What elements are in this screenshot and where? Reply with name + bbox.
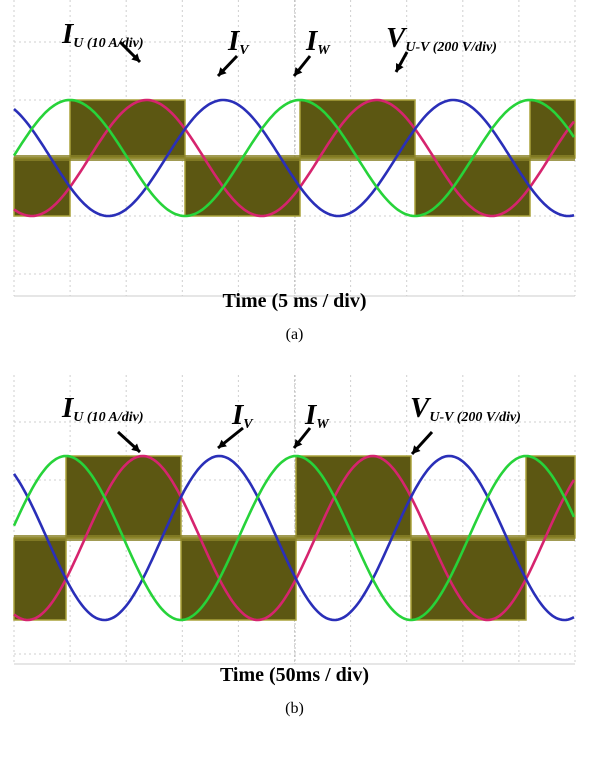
label-sub: U (10 A/div) (73, 36, 143, 51)
voltage-band (14, 155, 575, 161)
voltage-band (14, 535, 575, 541)
label-sub: U (10 A/div) (73, 410, 143, 425)
x-axis-label: Time (50ms / div) (0, 664, 589, 687)
voltage-block (14, 538, 66, 620)
label-sub: V (239, 43, 248, 58)
label-main: I (62, 392, 73, 424)
signal-label: IV (232, 399, 253, 432)
x-axis-label: Time (5 ms / div) (0, 290, 589, 313)
label-main: I (62, 18, 73, 50)
voltage-block (14, 158, 70, 216)
label-main: I (232, 399, 243, 431)
label-main: V (386, 22, 405, 54)
label-sub: U-V (200 V/div) (429, 410, 521, 425)
label-main: V (410, 392, 429, 424)
label-sub: W (317, 43, 329, 58)
label-main: I (306, 25, 317, 57)
label-main: I (305, 399, 316, 431)
label-sub: V (243, 417, 252, 432)
signal-label: IU (10 A/div) (62, 18, 144, 51)
signal-label: IW (305, 399, 329, 432)
figure: IU (10 A/div)IVIWVU-V (200 V/div)Time (5… (0, 0, 589, 758)
signal-label: IU (10 A/div) (62, 392, 144, 425)
signal-label: IV (228, 25, 249, 58)
signal-label: VU-V (200 V/div) (386, 22, 497, 55)
oscilloscope-figure (0, 0, 589, 758)
label-main: I (228, 25, 239, 57)
signal-label: IW (306, 25, 330, 58)
label-sub: U-V (200 V/div) (405, 40, 497, 55)
caption: (b) (0, 700, 589, 718)
signal-label: VU-V (200 V/div) (410, 392, 521, 425)
label-sub: W (316, 417, 328, 432)
caption: (a) (0, 326, 589, 344)
